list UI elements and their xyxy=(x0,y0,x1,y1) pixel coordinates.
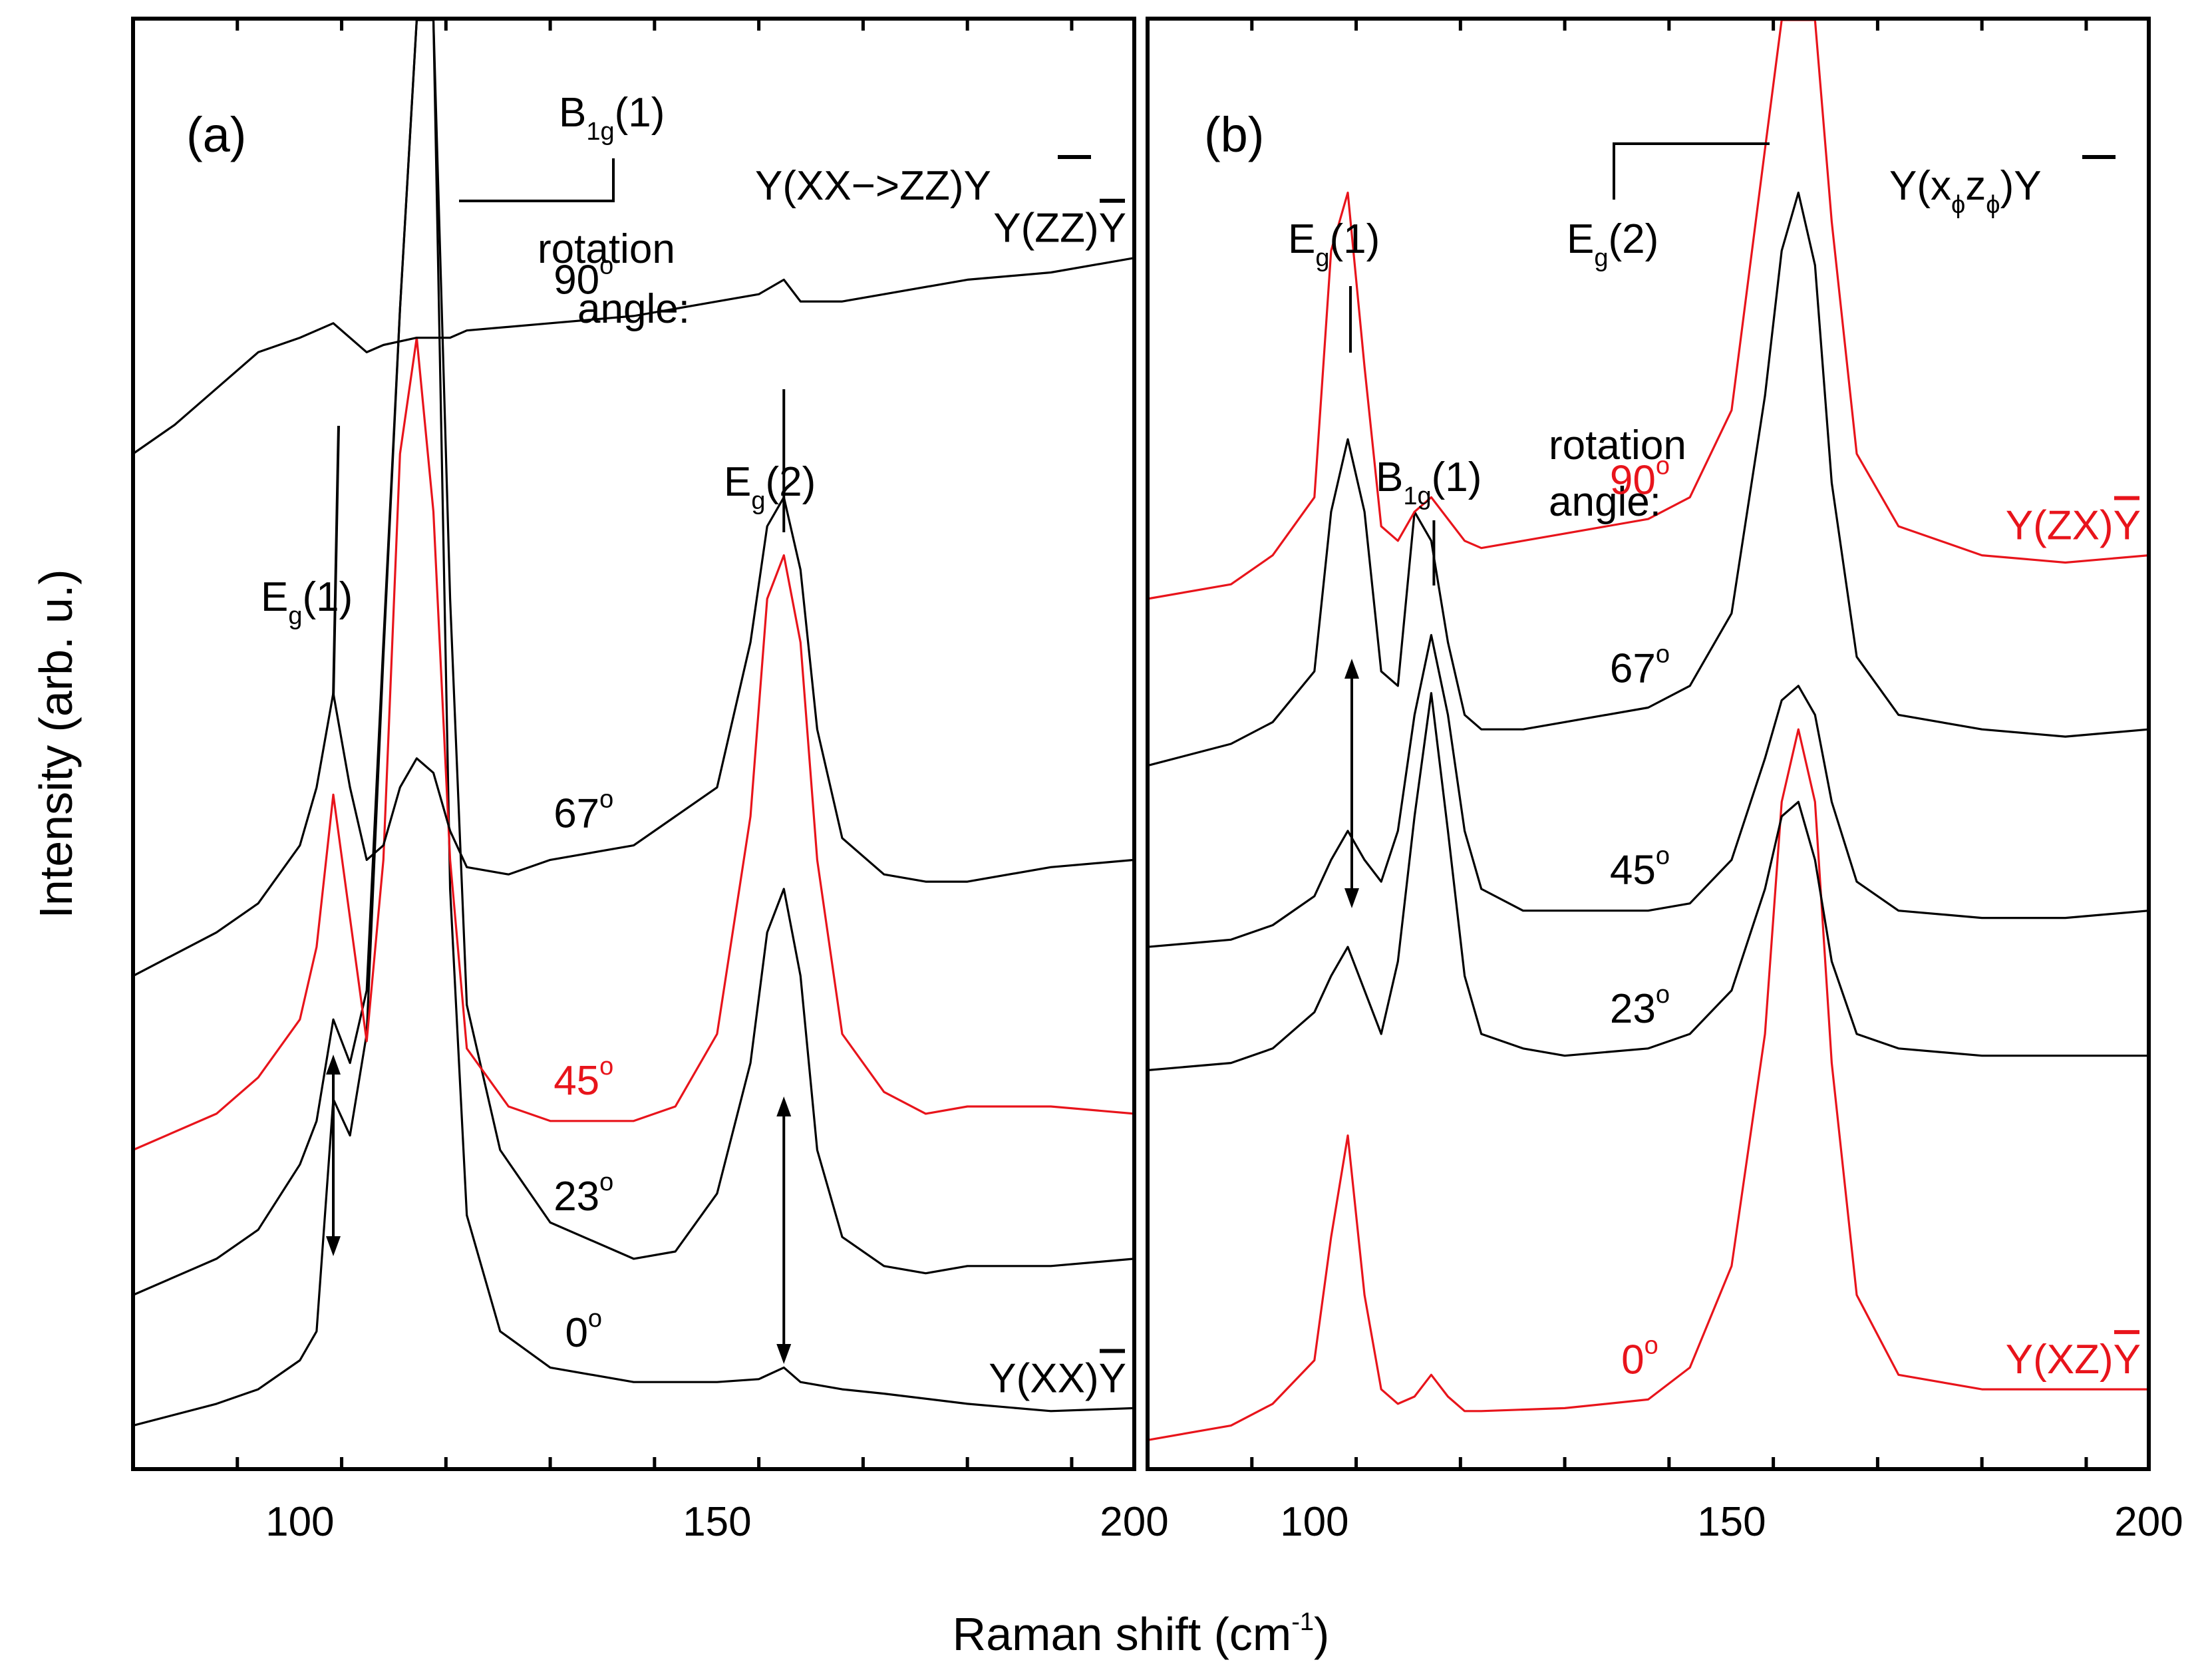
series-b-45deg xyxy=(1147,633,2149,948)
series-labels-b: 0o 23o 45o 67o 90o xyxy=(1610,452,1670,1383)
plot-frame-b xyxy=(1146,17,2151,1471)
rotation-angle-label: 0o xyxy=(565,1305,602,1356)
rotation-angle-label: 23o xyxy=(553,1168,613,1220)
series-a-45deg xyxy=(132,337,1135,1151)
configuration-end-label: Y(ZX)Y xyxy=(2006,503,2141,549)
configuration-label-b-text2: z xyxy=(1965,163,1986,209)
series-a-23deg xyxy=(132,19,1135,1296)
rotation-label-b: rotation angle: xyxy=(1549,422,1686,525)
series-b-0deg xyxy=(1147,728,2149,1441)
rotation-label-a-line1: rotation xyxy=(538,226,675,272)
configuration-label-b-phi1: ϕ xyxy=(1951,191,1965,219)
svg-text:Y(xϕzϕ)Y: Y(xϕzϕ)Y xyxy=(1889,163,2042,219)
x-tick-label: 200 xyxy=(1100,1499,1168,1545)
series-a-0deg xyxy=(132,19,1135,1427)
configuration-label-b-text1: Y(x xyxy=(1889,163,1951,209)
rotation-angle-label: 67o xyxy=(553,786,613,837)
x-tick-label: 150 xyxy=(683,1499,751,1545)
panel-label-a: (a) xyxy=(186,107,246,162)
x-axis-title-sup: -1 xyxy=(1291,1608,1314,1636)
series-b-67deg xyxy=(1147,192,2149,767)
x-tick-label: 100 xyxy=(265,1499,334,1545)
svg-text:Y(XX−>ZZ)Y: Y(XX−>ZZ)Y xyxy=(755,163,991,209)
ticks-b: 100 150 200 xyxy=(1146,19,2183,1545)
peak-label-eg2: Eg(2) xyxy=(1567,216,1658,272)
rotation-label-a: rotation angle: xyxy=(538,226,690,332)
arrow-eg1-b-head-down xyxy=(1344,888,1359,908)
series-a-90deg xyxy=(132,257,1135,455)
panel-label-b: (b) xyxy=(1204,107,1264,162)
arrow-eg2-head-up xyxy=(776,1096,792,1116)
curves-b xyxy=(1147,19,2149,1441)
end-labels-b: Y(XZ)Y Y(ZX)Y xyxy=(2006,496,2141,1383)
configuration-label-a-bar: Y xyxy=(964,163,991,209)
configuration-label-b: Y(xϕzϕ)Y xyxy=(1889,155,2116,219)
peak-markers-b xyxy=(1344,142,1770,908)
configuration-label-a: Y(XX−>ZZ)Y xyxy=(755,155,1091,209)
rotation-angle-label: 67o xyxy=(1610,641,1670,692)
rotation-angle-label: 45o xyxy=(1610,842,1670,894)
end-labels-a: Y(XX)Y Y(ZZ)Y xyxy=(989,198,1126,1401)
ticks-a: 100 150 200 xyxy=(131,19,1169,1545)
arrow-eg2-head-down xyxy=(776,1344,792,1364)
arrow-eg1-head-down xyxy=(326,1236,341,1256)
y-axis-title: Intensity (arb. u.) xyxy=(30,569,82,918)
rotation-angle-label: 45o xyxy=(553,1053,613,1104)
configuration-end-label: Y(XZ)Y xyxy=(2006,1337,2141,1383)
peak-label-b1g1: B1g(1) xyxy=(559,90,665,146)
plot-frame-a xyxy=(131,17,1136,1471)
peak-marker-eg1 xyxy=(332,425,340,699)
series-b-23deg xyxy=(1147,692,2149,1072)
configuration-label-a-text: Y(XX−>ZZ) xyxy=(755,163,964,209)
series-labels-a: 0o 23o 45o 67o 90o xyxy=(553,252,613,1356)
rotation-label-a-line2: angle: xyxy=(577,286,690,332)
configuration-end-label: Y(XX)Y xyxy=(989,1355,1126,1401)
x-axis-title-end: ) xyxy=(1314,1608,1329,1660)
x-tick-label: 100 xyxy=(1280,1499,1348,1545)
curves-a xyxy=(132,19,1135,1427)
rotation-angle-label: 23o xyxy=(1610,981,1670,1032)
configuration-end-label: Y(ZZ)Y xyxy=(993,206,1126,252)
peak-labels-a: Eg(1) B1g(1) Eg(2) xyxy=(261,90,816,630)
configuration-label-b-text3: ) xyxy=(2000,163,2014,209)
x-tick-label: 200 xyxy=(2114,1499,2183,1545)
configuration-label-b-phi2: ϕ xyxy=(1986,191,2000,219)
rotation-label-b-line1: rotation xyxy=(1549,422,1686,468)
rotation-angle-label: 0o xyxy=(1621,1332,1658,1383)
x-axis-title-text: Raman shift (cm xyxy=(953,1608,1292,1660)
configuration-label-b-bar: Y xyxy=(2014,163,2041,209)
peak-labels-b: Eg(1) B1g(1) Eg(2) xyxy=(1288,216,1658,510)
peak-markers-a xyxy=(326,158,792,1364)
peak-label-b1g1: B1g(1) xyxy=(1376,454,1482,510)
panel-a: 100 150 200 (a) Y(XX−>ZZ)Y rotation angle:… xyxy=(131,17,1169,1545)
peak-label-eg1: Eg(1) xyxy=(261,574,353,630)
peak-marker-b1g1 xyxy=(459,158,615,202)
x-tick-label: 150 xyxy=(1697,1499,1766,1545)
peak-label-eg2: Eg(2) xyxy=(724,459,816,515)
arrow-eg1-head-up xyxy=(326,1055,341,1075)
rotation-label-b-line2: angle: xyxy=(1549,479,1661,525)
series-a-67deg xyxy=(132,496,1135,977)
peak-label-eg1: Eg(1) xyxy=(1288,216,1380,272)
series-b-90deg xyxy=(1147,19,2149,600)
rotation-angle-label: 90o xyxy=(1610,452,1670,503)
arrow-eg1-b-head-up xyxy=(1344,659,1359,679)
panel-b: 100 150 200 (b) Y(xϕzϕ)Y rotation angle: 0… xyxy=(1146,17,2183,1545)
peak-marker-eg2 xyxy=(1613,142,1770,200)
x-axis-title: Raman shift (cm-1) xyxy=(953,1608,1330,1660)
rotation-angle-label: 90o xyxy=(553,252,613,303)
